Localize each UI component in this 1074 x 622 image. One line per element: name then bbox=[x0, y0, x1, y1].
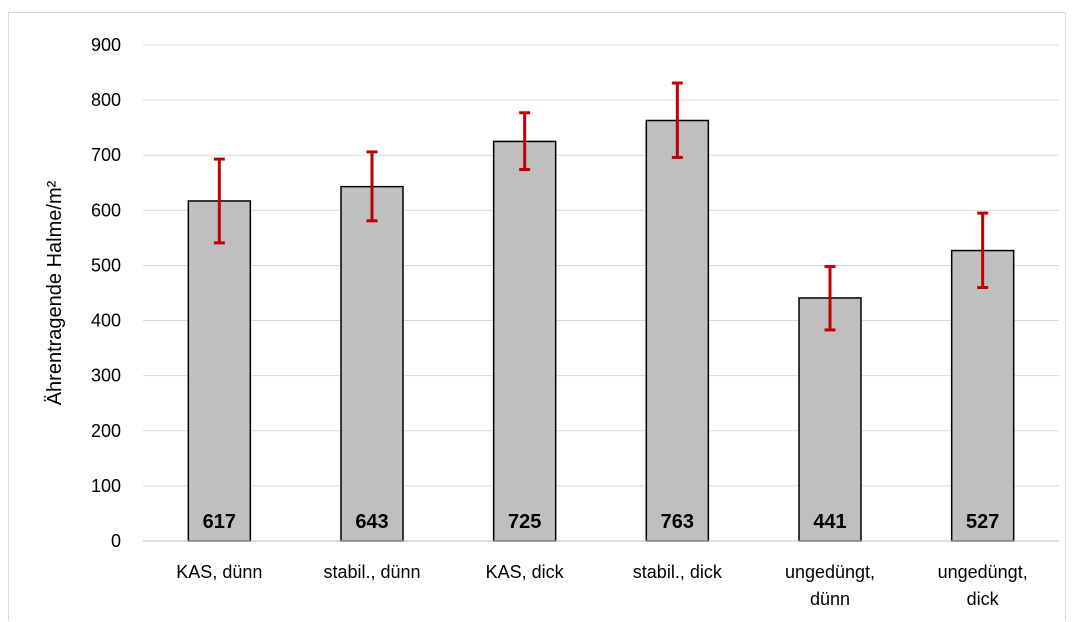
x-category-label: dünn bbox=[810, 589, 850, 609]
x-category-label: ungedüngt, bbox=[785, 562, 875, 582]
x-category-label: KAS, dünn bbox=[176, 562, 262, 582]
y-tick-label: 200 bbox=[91, 421, 121, 441]
bar bbox=[340, 185, 404, 542]
bar bbox=[950, 249, 1015, 542]
x-axis-category-labels: KAS, dünn stabil., dünn KAS, dick stabil., … bbox=[176, 562, 1027, 609]
y-tick-label: 600 bbox=[91, 200, 121, 220]
y-tick-label: 700 bbox=[91, 145, 121, 165]
data-label: 441 bbox=[813, 511, 846, 533]
x-category-label: stabil., dünn bbox=[323, 562, 420, 582]
bar bbox=[798, 297, 862, 542]
data-label: 763 bbox=[661, 511, 694, 533]
gridlines bbox=[143, 44, 1059, 487]
x-category-label: dick bbox=[967, 589, 1000, 609]
y-tick-label: 400 bbox=[91, 311, 121, 331]
x-category-label: stabil., dick bbox=[633, 562, 723, 582]
y-tick-label: 300 bbox=[91, 366, 121, 386]
x-category-label: KAS, dick bbox=[486, 562, 565, 582]
y-axis-title: Ährentragende Halme/m² bbox=[44, 180, 66, 405]
y-tick-label: 500 bbox=[91, 255, 121, 275]
chart-frame: 0 100 200 300 400 500 600 700 800 900 617 643 725 76… bbox=[8, 12, 1066, 621]
y-tick-label: 100 bbox=[91, 476, 121, 496]
data-label: 725 bbox=[508, 511, 541, 533]
error-bars bbox=[213, 81, 989, 332]
data-label: 643 bbox=[355, 511, 388, 533]
bar-chart: 0 100 200 300 400 500 600 700 800 900 617 643 725 76… bbox=[44, 35, 1059, 609]
y-tick-label: 900 bbox=[91, 35, 121, 55]
data-label: 617 bbox=[203, 511, 236, 533]
bar bbox=[187, 200, 252, 542]
y-tick-label: 0 bbox=[111, 531, 121, 551]
bars bbox=[187, 119, 1015, 542]
bar bbox=[645, 119, 710, 542]
y-tick-label: 800 bbox=[91, 90, 121, 110]
bar bbox=[492, 140, 557, 542]
data-labels: 617 643 725 763 441 527 bbox=[203, 511, 1000, 533]
y-axis-tick-labels: 0 100 200 300 400 500 600 700 800 900 bbox=[91, 35, 121, 551]
x-category-label: ungedüngt, bbox=[938, 562, 1028, 582]
data-label: 527 bbox=[966, 511, 999, 533]
